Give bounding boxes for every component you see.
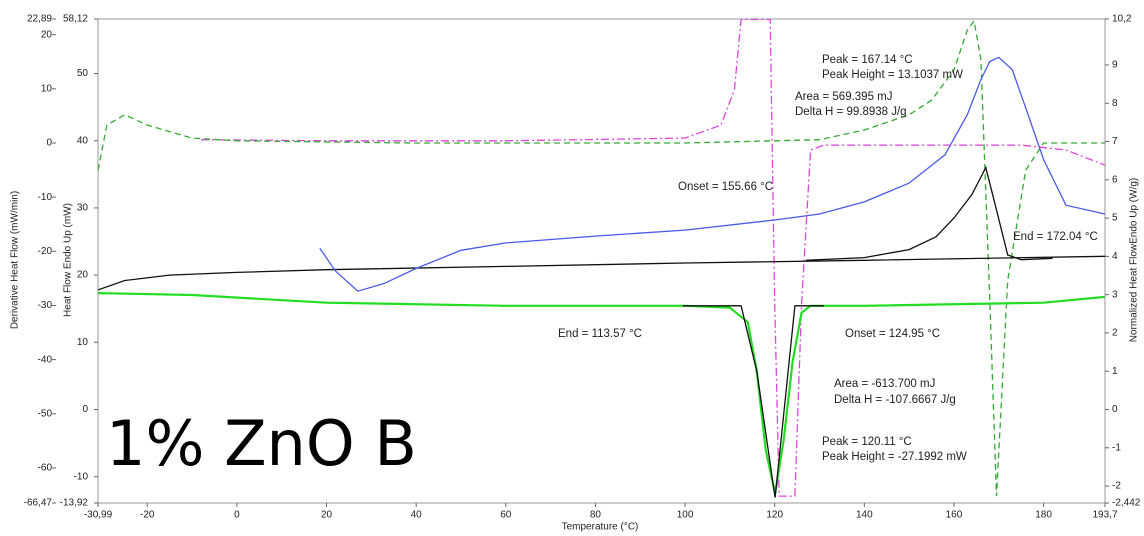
y2ticks-tick-label: 5 xyxy=(1112,213,1118,224)
x-tick-label: -30,99 xyxy=(84,510,113,521)
yticks-tick-label: 20 xyxy=(77,270,89,281)
curve xyxy=(98,292,1105,494)
annotation: Onset = 124.95 °C xyxy=(845,328,940,340)
annotation: Delta H = -107.6667 J/g xyxy=(834,394,956,406)
y2ticks-tick-label: -2,442 xyxy=(1112,498,1141,509)
curve xyxy=(98,255,1105,291)
y-axis-label: Heat Flow Endo Up (mW) xyxy=(63,203,74,317)
y3ticks-tick-label: 0 xyxy=(46,138,52,149)
y3ticks-tick-label: 22,89 xyxy=(27,14,52,25)
annotation: End = 113.57 °C xyxy=(558,328,642,340)
y3ticks-tick-label: -10 xyxy=(38,192,53,203)
annotation: Peak = 167.14 °C xyxy=(822,54,913,66)
curve xyxy=(319,56,1105,292)
yticks-tick-label: 10 xyxy=(77,337,89,348)
yticks-tick-label: 30 xyxy=(77,203,89,214)
y3ticks-tick-label: -20 xyxy=(38,246,53,257)
x-tick-label: 193,7 xyxy=(1092,510,1117,521)
yticks-tick-label: -13,92 xyxy=(60,498,89,509)
y2ticks-tick-label: 6 xyxy=(1112,174,1118,185)
annotation: Area = 569.395 mJ xyxy=(795,91,893,103)
yticks-tick-label: 58,12 xyxy=(63,14,88,25)
annotation: End = 172.04 °C xyxy=(1013,231,1098,243)
y3ticks-tick-label: 20 xyxy=(41,29,53,40)
y3ticks-tick-label: -30 xyxy=(38,300,53,311)
x-tick-label: 100 xyxy=(677,510,694,521)
yticks-tick-label: -10 xyxy=(74,471,89,482)
x-tick-label: -20 xyxy=(140,510,155,521)
x-tick-label: 80 xyxy=(590,510,602,521)
plot-area xyxy=(98,19,1105,498)
y2ticks-tick-label: -1 xyxy=(1112,442,1121,453)
x-tick-label: 180 xyxy=(1035,510,1052,521)
y3ticks-tick-label: -50 xyxy=(38,408,53,419)
y2ticks-tick-label: 3 xyxy=(1112,289,1118,300)
yticks-tick-label: 50 xyxy=(77,68,89,79)
y2ticks-tick-label: 0 xyxy=(1112,404,1118,415)
plot-frame xyxy=(97,18,1106,504)
y2ticks-tick-label: 8 xyxy=(1112,98,1118,109)
y2ticks-tick-label: 2 xyxy=(1112,328,1118,339)
y2ticks-tick-label: 10,2 xyxy=(1112,14,1132,25)
annotation: Peak = 120.11 °C xyxy=(822,436,912,448)
y3ticks-tick-label: -66,47 xyxy=(24,498,53,509)
y2ticks-tick-label: 7 xyxy=(1112,136,1118,147)
annotation: Onset = 155.66 °C xyxy=(678,181,773,193)
x-tick-label: 140 xyxy=(856,510,873,521)
curve xyxy=(682,305,824,498)
y3ticks-tick-label: -60 xyxy=(38,463,53,474)
annotation: Peak Height = 13.1037 mW xyxy=(822,69,963,81)
x-tick-label: 40 xyxy=(411,510,423,521)
y2ticks-tick-label: 1 xyxy=(1112,366,1118,377)
yticks-tick-label: 40 xyxy=(77,135,89,146)
curve xyxy=(98,19,1105,497)
sample-label: 1% ZnO B xyxy=(106,407,417,480)
curve xyxy=(200,19,1105,497)
curve xyxy=(806,165,1053,261)
y2ticks-tick-label: 9 xyxy=(1112,60,1118,71)
y3-axis-label: Derivative Heat Flow (mW/min) xyxy=(10,191,21,329)
x-tick-label: 60 xyxy=(500,510,512,521)
annotation: Peak Height = -27.1992 mW xyxy=(822,451,967,463)
y2-axis-label: Normalized Heat FlowEndo Up (W/g) xyxy=(1129,178,1140,343)
yticks-tick-label: 0 xyxy=(82,404,88,415)
y2ticks-tick-label: -2 xyxy=(1112,481,1121,492)
annotation: Area = -613.700 mJ xyxy=(834,378,935,390)
y3ticks-tick-label: -40 xyxy=(38,354,53,365)
annotation: Delta H = 99.8938 J/g xyxy=(795,106,907,118)
y3ticks-tick-label: 10 xyxy=(41,83,53,94)
x-tick-label: 160 xyxy=(946,510,963,521)
x-tick-label: 120 xyxy=(766,510,783,521)
x-tick-label: 0 xyxy=(234,510,240,521)
x-tick-label: 20 xyxy=(321,510,333,521)
x-axis-label: Temperature (°C) xyxy=(562,522,639,533)
y2ticks-tick-label: 4 xyxy=(1112,251,1118,262)
